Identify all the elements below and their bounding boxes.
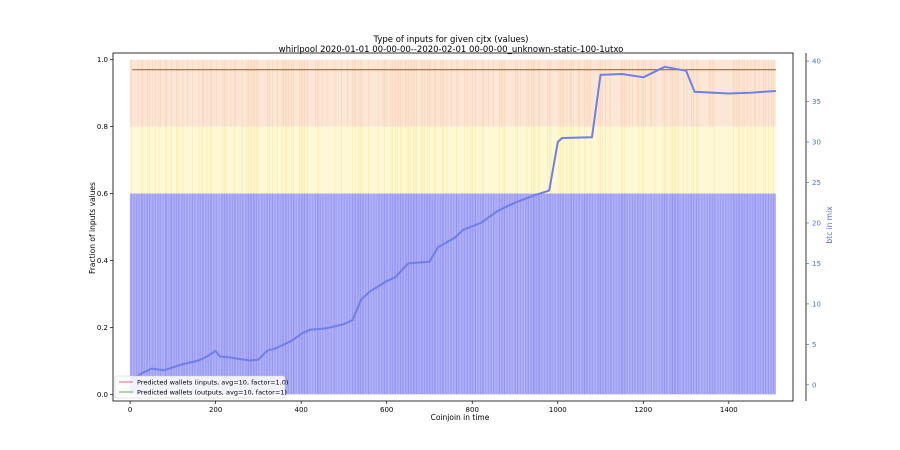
fraction-band-0 bbox=[130, 193, 776, 395]
y-left-tick-label: 0.6 bbox=[97, 190, 109, 198]
axes-frame bbox=[112, 52, 807, 402]
y-axis-right-label: btc in mix bbox=[825, 206, 834, 244]
axis-ticks: 0 200 400 600 800 1000 1200 14000.00.20.40.60.8… bbox=[97, 56, 821, 414]
x-axis-label: Coinjoin in time bbox=[431, 413, 490, 422]
btc-in-mix-line bbox=[129, 65, 776, 382]
x-tick-label: 600 bbox=[380, 406, 393, 414]
x-tick-label: 1400 bbox=[720, 406, 738, 414]
fraction-band-1 bbox=[130, 126, 776, 194]
legend: Predicted wallets (inputs, avg=10, facto… bbox=[114, 375, 288, 399]
y-right-tick-label: 0 bbox=[812, 381, 816, 389]
legend-label-outputs: Predicted wallets (outputs, avg=10, fact… bbox=[137, 389, 287, 397]
legend-box bbox=[114, 375, 286, 399]
y-right-tick-label: 20 bbox=[812, 219, 821, 227]
y-right-tick-label: 15 bbox=[812, 260, 821, 268]
x-tick-label: 400 bbox=[294, 406, 307, 414]
x-tick-label: 200 bbox=[209, 406, 222, 414]
fraction-bars bbox=[129, 59, 776, 395]
x-tick-label: 1200 bbox=[634, 406, 652, 414]
chart-title: Type of inputs for given cjtx (values) bbox=[373, 35, 529, 45]
y-left-tick-label: 0.4 bbox=[97, 257, 109, 265]
plot-frame bbox=[112, 52, 794, 402]
y-left-tick-label: 1.0 bbox=[97, 56, 108, 64]
fraction-band-2 bbox=[130, 59, 776, 127]
x-tick-label: 0 bbox=[128, 406, 132, 414]
y-right-tick-label: 30 bbox=[812, 139, 821, 147]
y-right-tick-label: 35 bbox=[812, 98, 821, 106]
x-tick-label: 800 bbox=[466, 406, 479, 414]
y-left-tick-label: 0.2 bbox=[97, 324, 108, 332]
y-left-tick-label: 0.0 bbox=[97, 391, 108, 399]
chart-subtitle: whirlpool 2020-01-01 00-00-00--2020-02-0… bbox=[279, 45, 624, 55]
x-tick-label: 1000 bbox=[549, 406, 567, 414]
y-left-tick-label: 0.8 bbox=[97, 123, 108, 131]
y-axis-left-label: Fraction of inputs values bbox=[88, 182, 97, 274]
y-right-tick-label: 10 bbox=[812, 300, 821, 308]
y-right-tick-label: 40 bbox=[812, 58, 821, 66]
legend-label-inputs: Predicted wallets (inputs, avg=10, facto… bbox=[137, 379, 288, 387]
btc-in-mix-series bbox=[129, 65, 776, 382]
y-right-tick-label: 25 bbox=[812, 179, 821, 187]
y-right-tick-label: 5 bbox=[812, 341, 816, 349]
